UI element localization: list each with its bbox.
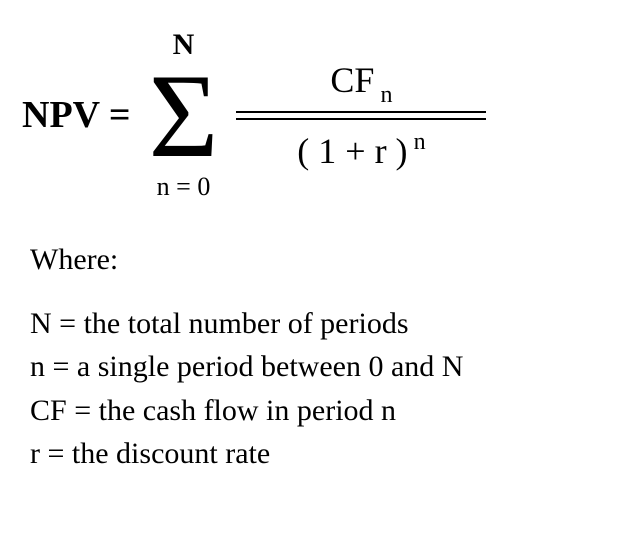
legend-line-N: N = the total number of periods — [30, 302, 597, 346]
sigma-lower-bound: n = 0 — [157, 174, 211, 200]
legend-line-r: r = the discount rate — [30, 432, 597, 476]
formula-page: NPV = N Σ n = 0 CF n ( 1 + r ) n Where: … — [0, 0, 617, 556]
fraction-numerator: CF n — [330, 59, 392, 101]
numerator-cf: CF — [330, 59, 374, 101]
fraction: CF n ( 1 + r ) n — [236, 59, 486, 172]
denominator-base: ( 1 + r ) — [297, 130, 407, 172]
denominator-exponent-n: n — [414, 129, 426, 156]
npv-formula: NPV = N Σ n = 0 CF n ( 1 + r ) n — [22, 30, 597, 200]
sigma-symbol: Σ — [149, 62, 219, 170]
legend-definitions: N = the total number of periods n = a si… — [30, 302, 597, 476]
legend: Where: N = the total number of periods n… — [30, 238, 597, 476]
legend-line-CF: CF = the cash flow in period n — [30, 389, 597, 433]
fraction-bar — [236, 111, 486, 120]
formula-lhs: NPV = — [22, 93, 131, 137]
legend-title: Where: — [30, 238, 597, 282]
numerator-subscript-n: n — [380, 82, 392, 109]
legend-line-n: n = a single period between 0 and N — [30, 345, 597, 389]
sigma-block: N Σ n = 0 — [149, 30, 219, 200]
fraction-denominator: ( 1 + r ) n — [297, 130, 425, 172]
